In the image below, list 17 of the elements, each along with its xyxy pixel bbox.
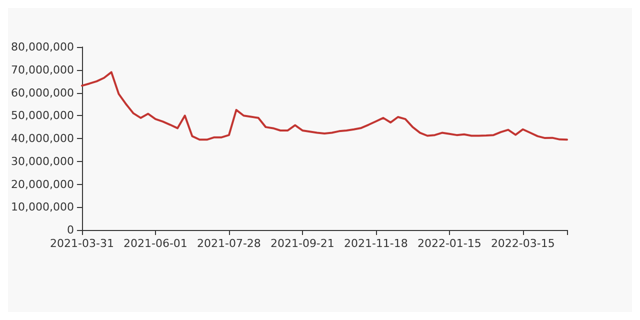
x-tick-label: 2021-11-18 xyxy=(344,237,408,250)
x-tick-label: 2021-06-01 xyxy=(124,237,188,250)
y-tick-label: 10,000,000 xyxy=(10,200,74,214)
x-tick-label: 2021-03-31 xyxy=(50,237,114,250)
line-series xyxy=(80,71,568,141)
x-tick-label: 2021-07-28 xyxy=(196,237,261,250)
y-tick-label: 60,000,000 xyxy=(10,86,74,100)
y-tick-label: 80,000,000 xyxy=(10,40,74,54)
y-tick-label: 30,000,000 xyxy=(10,154,74,168)
x-tick-label: 2021-09-21 xyxy=(270,237,334,250)
y-tick-label: 50,000,000 xyxy=(10,109,74,122)
x-tick-label: 2022-03-15 xyxy=(490,237,555,250)
y-tick-label: 70,000,000 xyxy=(10,63,74,76)
y-tick-label: 0 xyxy=(66,224,74,236)
y-tick-label: 20,000,000 xyxy=(10,178,74,191)
x-tick-label: 2022-01-15 xyxy=(417,237,482,250)
y-tick-label: 40,000,000 xyxy=(10,132,74,145)
